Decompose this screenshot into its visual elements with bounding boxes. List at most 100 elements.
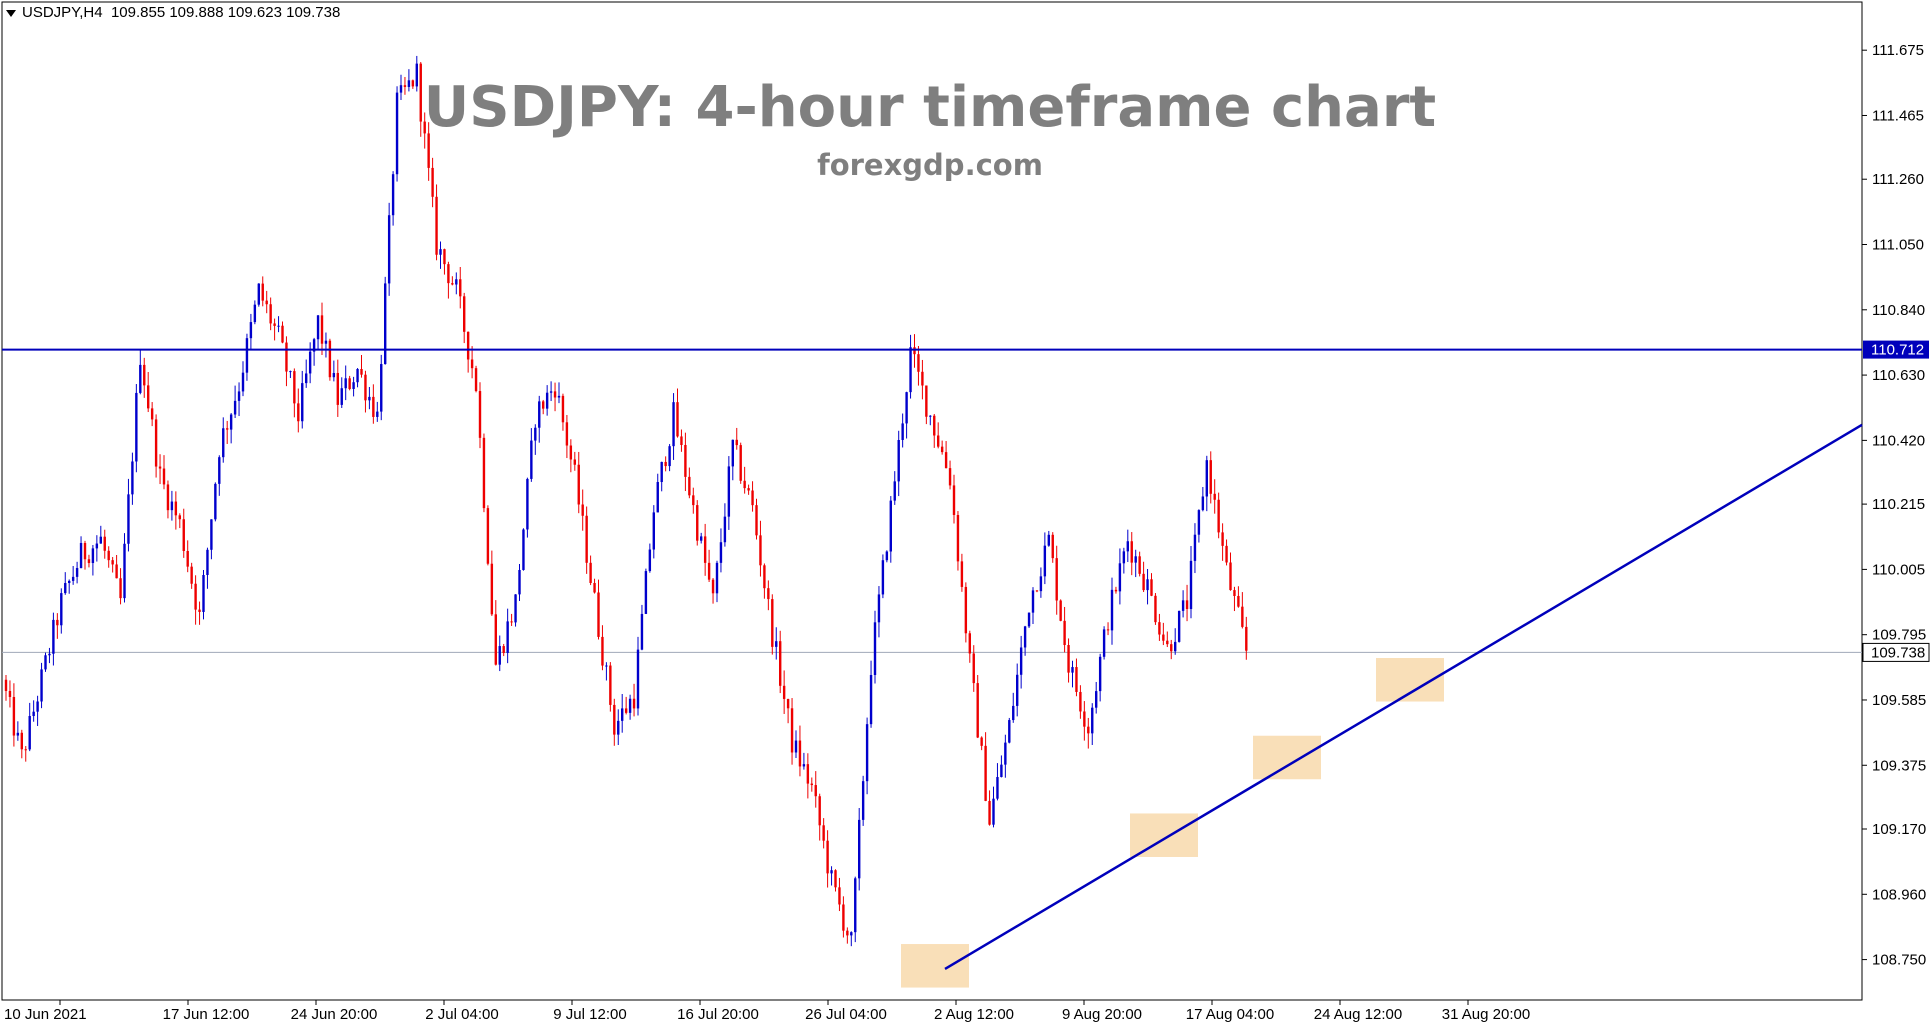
chart-title: USDJPY: 4-hour timeframe chart bbox=[423, 75, 1437, 140]
candle-body bbox=[913, 347, 916, 355]
candle-body bbox=[581, 504, 584, 516]
candle-body bbox=[1059, 600, 1062, 621]
candle-body bbox=[16, 732, 20, 736]
candle-body bbox=[1118, 563, 1122, 592]
candle-body bbox=[186, 551, 189, 567]
candle-body bbox=[668, 446, 671, 467]
candle-body bbox=[542, 401, 545, 409]
candle-body bbox=[1237, 595, 1240, 607]
candle-body bbox=[1102, 629, 1106, 657]
candle-body bbox=[703, 536, 707, 563]
y-tick-label: 111.465 bbox=[1872, 107, 1924, 124]
candle-body bbox=[834, 870, 837, 888]
current-price-tag bbox=[1862, 642, 1930, 662]
candle-body bbox=[463, 296, 466, 332]
y-tick-label: 109.170 bbox=[1872, 821, 1926, 838]
candle-body bbox=[233, 400, 237, 415]
candle-body bbox=[364, 374, 367, 401]
candles bbox=[4, 55, 1248, 947]
candle-body bbox=[490, 563, 494, 615]
candle-body bbox=[897, 440, 900, 482]
candle-body bbox=[506, 621, 509, 653]
candle-body bbox=[972, 653, 975, 684]
candle-body bbox=[861, 781, 865, 820]
candle-body bbox=[1185, 600, 1189, 610]
candle-body bbox=[605, 665, 608, 667]
candle-body bbox=[798, 740, 802, 767]
candle-body bbox=[960, 561, 964, 587]
candle-body bbox=[944, 452, 948, 469]
candle-body bbox=[1221, 532, 1224, 546]
candle-body bbox=[1197, 510, 1201, 535]
candle-body bbox=[865, 724, 869, 782]
candle-body bbox=[182, 519, 185, 552]
candle-body bbox=[992, 798, 995, 825]
candle-body bbox=[763, 565, 766, 589]
candle-body bbox=[561, 395, 565, 423]
candle-body bbox=[265, 300, 268, 305]
candle-body bbox=[510, 621, 513, 623]
candle-body bbox=[150, 408, 154, 420]
candle-body bbox=[877, 594, 881, 623]
candle-body bbox=[1000, 764, 1003, 778]
x-tick-label: 2 Jul 04:00 bbox=[425, 1006, 498, 1023]
candle-body bbox=[715, 562, 719, 594]
candle-body bbox=[111, 560, 114, 565]
candle-body bbox=[1233, 590, 1236, 596]
candle-body bbox=[648, 549, 652, 572]
candle-body bbox=[672, 402, 675, 447]
candle-body bbox=[411, 80, 415, 87]
candle-body bbox=[514, 594, 517, 623]
candle-body bbox=[1193, 534, 1197, 561]
candle-body bbox=[415, 63, 418, 87]
candle-body bbox=[786, 698, 790, 709]
candle-body bbox=[846, 930, 849, 936]
candle-body bbox=[253, 304, 257, 323]
candle-body bbox=[885, 551, 889, 561]
candle-body bbox=[218, 457, 221, 484]
candle-body bbox=[858, 819, 861, 879]
candle-body bbox=[964, 586, 968, 634]
candle-body bbox=[1039, 576, 1043, 592]
candle-body bbox=[775, 641, 778, 647]
candle-body bbox=[1083, 711, 1086, 727]
candle-body bbox=[229, 414, 233, 430]
candle-body bbox=[190, 566, 193, 584]
candle-body bbox=[549, 391, 553, 393]
candle-body bbox=[526, 478, 529, 530]
candle-body bbox=[565, 422, 569, 446]
candle-body bbox=[684, 444, 687, 477]
candle-body bbox=[24, 749, 27, 751]
candle-body bbox=[395, 92, 399, 175]
candle-body bbox=[170, 501, 174, 511]
y-tick-label: 111.050 bbox=[1872, 237, 1924, 254]
candle-body bbox=[1134, 556, 1137, 563]
candle-body bbox=[952, 485, 956, 515]
y-tick-label: 111.675 bbox=[1872, 42, 1924, 59]
candle-body bbox=[1027, 612, 1031, 627]
candle-body bbox=[1177, 610, 1181, 642]
candle-body bbox=[727, 466, 731, 517]
candle-body bbox=[447, 264, 450, 284]
candle-body bbox=[154, 419, 158, 467]
candle-body bbox=[237, 391, 241, 401]
candle-body bbox=[174, 501, 178, 516]
support-zone-2 bbox=[1130, 813, 1198, 857]
x-tick-label: 31 Aug 20:00 bbox=[1442, 1006, 1530, 1023]
candle-body bbox=[478, 391, 482, 438]
candle-body bbox=[660, 461, 663, 483]
candle-body bbox=[301, 383, 304, 422]
candle-body bbox=[68, 580, 71, 584]
dropdown-triangle-icon[interactable] bbox=[6, 9, 16, 17]
candle-body bbox=[1205, 460, 1208, 497]
candle-body bbox=[656, 482, 659, 513]
candle-body bbox=[1075, 667, 1078, 692]
candle-body bbox=[518, 569, 521, 595]
candle-body bbox=[818, 796, 821, 826]
candle-body bbox=[312, 339, 316, 352]
candle-body bbox=[719, 542, 723, 563]
candle-body bbox=[850, 932, 853, 936]
candle-body bbox=[4, 679, 8, 691]
candle-body bbox=[1067, 645, 1070, 673]
candle-body bbox=[1209, 460, 1212, 494]
